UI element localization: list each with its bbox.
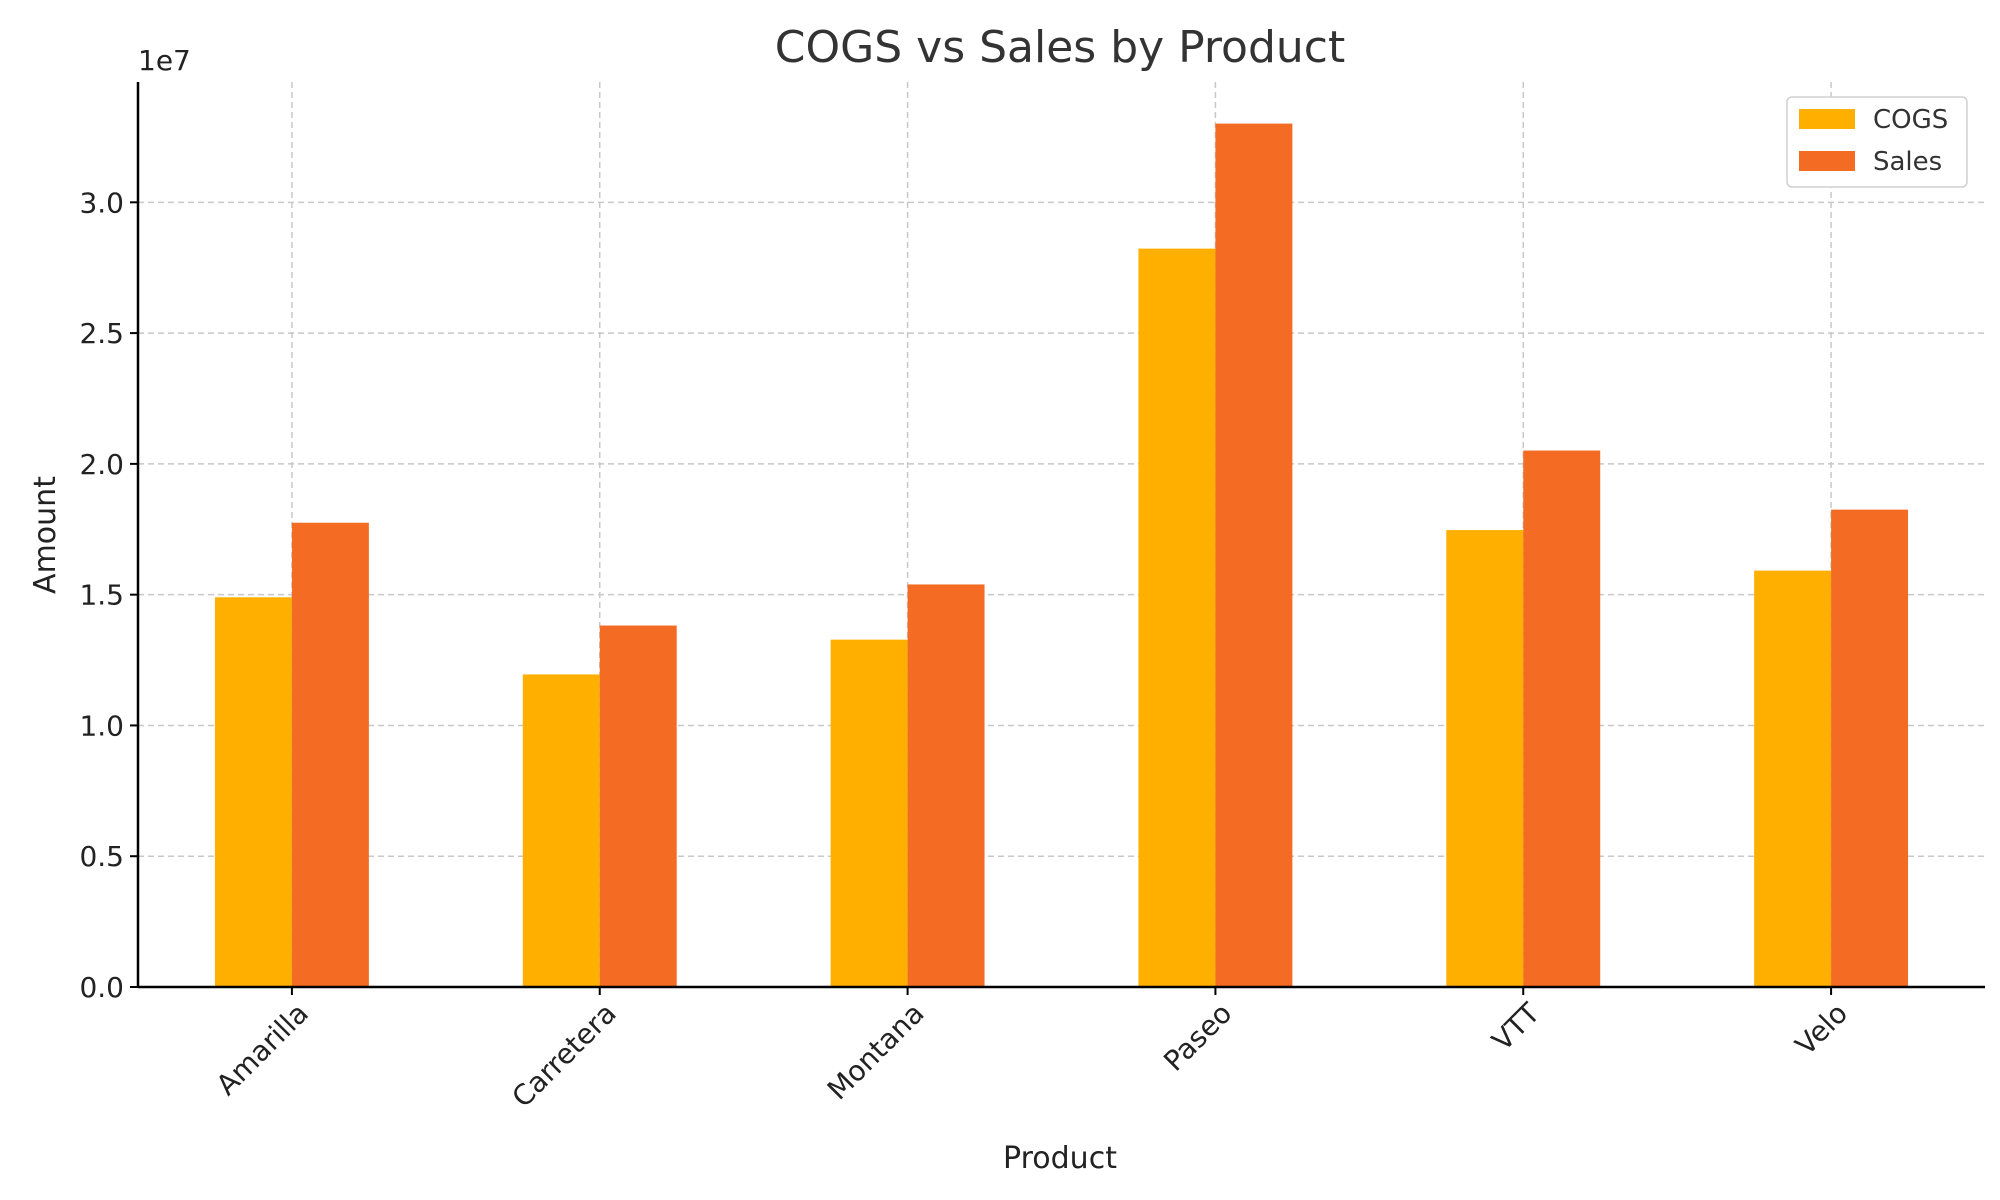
chart-title: COGS vs Sales by Product bbox=[775, 22, 1345, 73]
x-tick-label: Montana bbox=[821, 997, 931, 1107]
bar-sales-paseo bbox=[1215, 123, 1293, 988]
bar-sales-velo bbox=[1831, 509, 1909, 987]
bar-sales-carretera bbox=[599, 625, 677, 987]
labels-layer: COGS vs Sales by Product Product Amount … bbox=[28, 22, 1345, 1176]
grid-layer bbox=[138, 82, 1985, 987]
bar-sales-amarilla bbox=[291, 522, 369, 987]
y-axis-label: Amount bbox=[28, 476, 63, 594]
bar-cogs-amarilla bbox=[214, 597, 292, 987]
bar-cogs-montana bbox=[830, 639, 908, 987]
legend: COGS Sales bbox=[1786, 96, 1968, 188]
bar-sales-vtt bbox=[1523, 450, 1601, 987]
bars-layer bbox=[214, 123, 1909, 988]
legend-swatch-sales bbox=[1799, 151, 1855, 171]
bar-sales-montana bbox=[907, 584, 985, 987]
y-tick-label: 3.0 bbox=[79, 186, 124, 219]
bar-cogs-vtt bbox=[1446, 530, 1524, 987]
y-tick-label: 2.5 bbox=[79, 317, 124, 350]
y-tick-label: 0.0 bbox=[79, 971, 124, 1004]
x-tick-label: VTT bbox=[1485, 996, 1546, 1057]
x-tick-label: Paseo bbox=[1157, 997, 1238, 1078]
y-tick-label: 1.5 bbox=[79, 579, 124, 612]
y-tick-label: 0.5 bbox=[79, 840, 124, 873]
y-tick-label: 1.0 bbox=[79, 709, 124, 742]
x-axis-label: Product bbox=[1003, 1141, 1117, 1176]
legend-swatch-cogs bbox=[1799, 109, 1855, 129]
bar-cogs-carretera bbox=[522, 674, 600, 987]
bar-cogs-velo bbox=[1754, 570, 1832, 987]
legend-label-sales: Sales bbox=[1873, 147, 1942, 177]
y-tick-label: 2.0 bbox=[79, 448, 124, 481]
legend-label-cogs: COGS bbox=[1873, 105, 1948, 135]
x-tick-label: Velo bbox=[1789, 997, 1854, 1062]
x-tick-label: Amarilla bbox=[210, 997, 315, 1102]
y-offset-label: 1e7 bbox=[138, 44, 191, 77]
bar-cogs-paseo bbox=[1138, 248, 1216, 988]
x-tick-label: Carretera bbox=[506, 997, 623, 1114]
